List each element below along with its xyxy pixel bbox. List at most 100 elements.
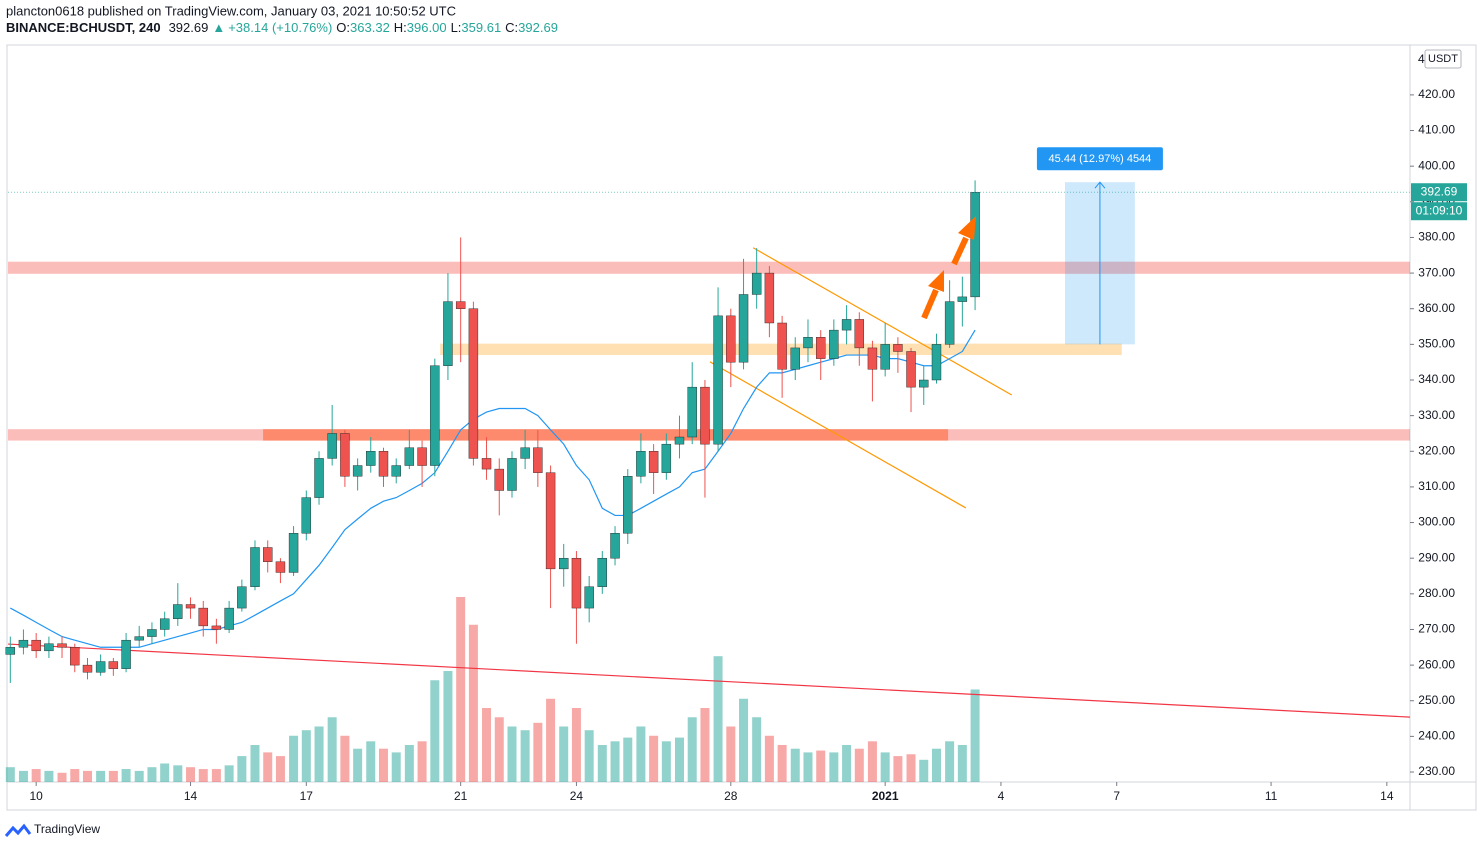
candle-body — [661, 443, 672, 473]
y-tick-label: 260.00 — [1418, 657, 1455, 671]
candle-body — [301, 497, 312, 534]
symbol: BINANCE:BCHUSDT, 240 — [6, 20, 161, 35]
volume-bar — [198, 769, 208, 782]
x-tick-label: 4 — [998, 789, 1005, 803]
ohlc-value: 363.32 — [350, 20, 390, 35]
volume-bar — [893, 756, 903, 782]
plot: 45.44 (12.97%) 4544 230.00 240.00 250.00 260… — [5, 49, 1467, 803]
frame — [6, 44, 1477, 811]
arrows — [921, 216, 976, 320]
volume-bar — [314, 726, 324, 782]
candle-body — [185, 604, 196, 609]
volume-bar — [121, 769, 131, 782]
volume-bar — [610, 741, 620, 782]
measure-label-bg — [1036, 147, 1163, 171]
arrow-shaft — [921, 288, 939, 320]
y-tick-label: 270.00 — [1418, 622, 1455, 636]
volume-bar — [237, 756, 247, 782]
ohlc: O:363.32 H:396.00 L:359.61 C:392.69 — [336, 20, 558, 35]
countdown-bg — [1411, 202, 1467, 221]
y-tick-label: 300.00 — [1418, 515, 1455, 529]
currency-box — [1424, 49, 1462, 69]
volume-bar — [919, 759, 929, 782]
candle-body — [880, 344, 890, 370]
y-tick-label: 230.00 — [1418, 764, 1455, 778]
candle-body — [559, 557, 569, 570]
candle-body — [211, 625, 222, 630]
ohlc-label: H: — [394, 20, 407, 35]
candle-body — [674, 436, 685, 445]
volume-bar — [211, 769, 221, 782]
volume-bar — [764, 735, 774, 782]
volume-bar — [533, 722, 543, 782]
volume-bar — [301, 730, 311, 782]
trend-line — [709, 361, 967, 509]
volume-bar — [430, 680, 440, 782]
candle-body — [455, 301, 466, 309]
logo-icon — [4, 823, 32, 837]
volume-bar — [816, 750, 826, 782]
candle-body — [597, 557, 607, 587]
candle-body — [314, 458, 324, 498]
candle-body — [275, 561, 286, 573]
candle-body — [777, 322, 787, 370]
candle-body — [263, 547, 273, 562]
ohlc-label: C: — [505, 20, 518, 35]
volume-bar — [687, 717, 697, 782]
ohlc-value: 392.69 — [518, 20, 558, 35]
volume-bar — [777, 745, 787, 782]
candle-body — [919, 379, 929, 388]
candle-body — [610, 533, 620, 559]
volume-bar — [57, 772, 67, 782]
x-tick-label: 14 — [184, 789, 198, 803]
volume-bar — [520, 730, 530, 782]
volume-bar — [160, 763, 170, 782]
candle-body — [816, 337, 826, 359]
ohlc-label: O: — [336, 20, 350, 35]
zone — [263, 429, 949, 441]
candle-body — [906, 351, 916, 388]
volume-bar — [649, 735, 659, 782]
candle-body — [713, 315, 723, 445]
volume-bar — [880, 752, 890, 782]
x-tick-label: 7 — [1113, 789, 1120, 803]
x-tick-label: 28 — [724, 789, 738, 803]
volume-bar — [404, 745, 414, 782]
candle-body — [378, 451, 389, 477]
y-tick-label: 380.00 — [1418, 230, 1455, 244]
candle-body — [764, 272, 775, 324]
candle-body — [327, 433, 337, 459]
volume-bar — [327, 717, 337, 782]
arrow-head — [958, 216, 976, 240]
candle-body — [867, 347, 878, 370]
volume-bar — [482, 708, 492, 782]
x-tick-label: 11 — [1265, 789, 1278, 803]
volume-bar — [931, 748, 941, 782]
volume-bar — [224, 765, 234, 782]
volume-bar — [250, 745, 260, 782]
volume-bar — [147, 767, 157, 782]
volume-bar — [636, 726, 646, 782]
trend-line — [752, 247, 1013, 396]
volume-bar — [507, 726, 517, 782]
candle-body — [44, 643, 54, 652]
volume-bar — [584, 730, 594, 782]
y-tick-label: 400.00 — [1418, 158, 1455, 172]
ohlc-value: 359.61 — [461, 20, 501, 35]
candle-body — [18, 639, 29, 648]
candle-body — [159, 618, 170, 630]
volume-bar — [96, 770, 106, 782]
candle-body — [841, 319, 852, 331]
volume-bar — [289, 735, 299, 782]
measure-arrowhead — [1094, 181, 1106, 189]
candle-body — [481, 458, 492, 470]
candle-body — [121, 639, 131, 669]
candle-body — [687, 386, 697, 438]
candle-body — [790, 347, 800, 370]
last: 392.69 — [169, 20, 209, 35]
x-tick-label: 2021 — [872, 789, 899, 803]
y-tick-label: 280.00 — [1418, 586, 1455, 600]
volume-bar — [340, 735, 350, 782]
y-tick-label: 370.00 — [1418, 265, 1455, 279]
candle-body — [545, 472, 556, 570]
